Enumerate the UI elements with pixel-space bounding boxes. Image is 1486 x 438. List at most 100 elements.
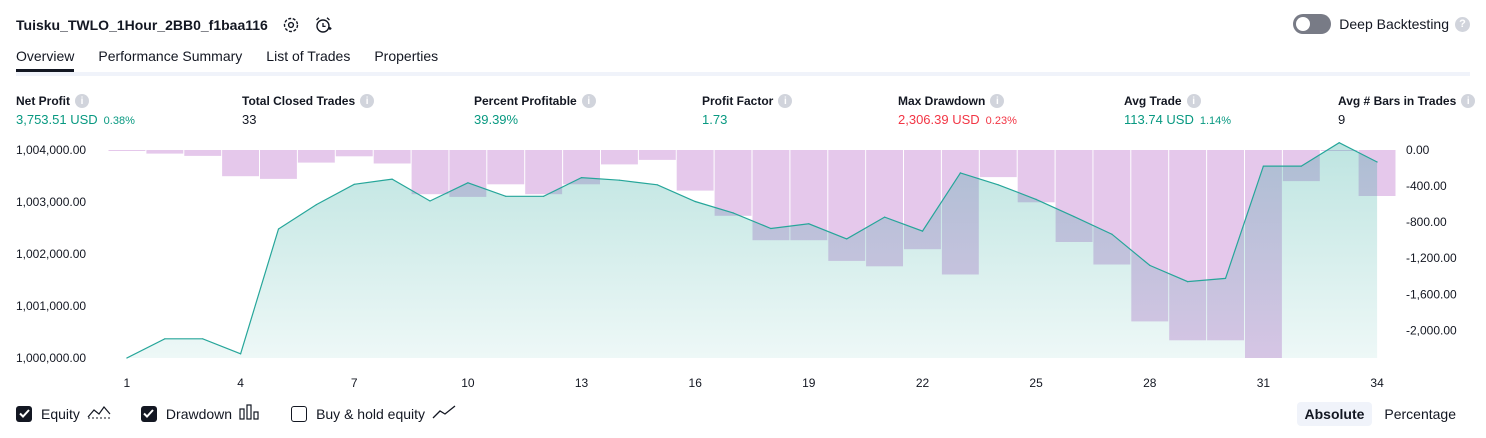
deep-backtesting-toggle[interactable] <box>1293 14 1332 34</box>
equity-point <box>277 228 280 230</box>
equity-checkbox[interactable] <box>16 405 32 422</box>
metric-total-closed-trades: Total Closed Trades i 33 <box>242 94 375 127</box>
drawdown-bar <box>373 150 411 164</box>
equity-drawdown-chart[interactable]: 1,000,000.00 1,001,000.00 1,002,000.00 1,00… <box>0 140 1486 395</box>
equity-point <box>202 338 204 340</box>
alarm-clock-add-icon[interactable] <box>314 16 332 34</box>
drawdown-bar <box>638 150 676 160</box>
tab-overview[interactable]: Overview <box>16 48 75 72</box>
drawdown-bar <box>676 150 714 191</box>
info-icon[interactable]: i <box>990 94 1005 108</box>
drawdown-bar <box>335 150 373 157</box>
legend-drawdown-label: Drawdown <box>165 405 233 422</box>
equity-point <box>732 212 734 214</box>
equity-point <box>1300 165 1302 167</box>
equity-point <box>164 338 166 340</box>
left-axis-tick-label: 1,003,000.00 <box>16 195 86 209</box>
buy-hold-checkbox[interactable] <box>291 405 308 422</box>
tab-performance-summary[interactable]: Performance Summary <box>98 48 243 64</box>
metric-value: 1.73 <box>702 112 728 127</box>
metric-avg-bars-in-trades: Avg # Bars in Trades i 9 <box>1338 94 1476 127</box>
equity-point <box>1111 233 1113 235</box>
x-axis-tick-label: 19 <box>802 376 816 390</box>
deep-backtesting-control: Deep Backtesting ? <box>1293 14 1470 34</box>
metric-label: Net Profit <box>16 94 70 108</box>
equity-point <box>1035 198 1037 200</box>
drawdown-bar <box>714 150 752 216</box>
info-icon[interactable]: i <box>360 94 375 108</box>
equity-line <box>126 142 1378 359</box>
x-axis-tick-label: 22 <box>916 376 930 390</box>
equity-point <box>656 184 658 186</box>
percentage-button[interactable]: Percentage <box>1384 406 1456 422</box>
drawdown-checkbox[interactable] <box>140 405 157 422</box>
x-axis-tick-label: 10 <box>461 376 475 390</box>
equity-point <box>1338 142 1340 144</box>
metric-value: 39.39% <box>474 112 519 127</box>
metric-value: 2,306.39 USD <box>898 112 980 127</box>
legend-buy-hold[interactable]: Buy & hold equity <box>291 404 456 423</box>
drawdown-bar <box>487 150 525 185</box>
metric-net-profit: Net Profit i 3,753.51 USD 0.38% <box>16 94 135 127</box>
metric-label: Avg # Bars in Trades <box>1338 94 1457 108</box>
tab-divider <box>16 72 1470 76</box>
tab-properties[interactable]: Properties <box>374 48 439 64</box>
drawdown-bar <box>1017 150 1055 203</box>
right-axis-tick-label: -1,200.00 <box>1406 251 1457 265</box>
equity-point <box>884 216 886 218</box>
right-axis-tick-label: -1,600.00 <box>1406 287 1457 301</box>
drawdown-bar <box>222 150 259 177</box>
drawdown-bar <box>979 150 1017 178</box>
equity-point <box>1073 216 1075 218</box>
legend-equity-label: Equity <box>41 405 80 422</box>
strategy-title: Tuisku_TWLO_1Hour_2BB0_f1baa116 <box>16 17 268 33</box>
equity-point <box>921 230 924 232</box>
tab-bar: Overview Performance Summary List of Tra… <box>16 48 462 72</box>
info-icon[interactable]: i <box>1186 94 1201 108</box>
tab-list-of-trades[interactable]: List of Trades <box>266 48 351 64</box>
metric-label: Percent Profitable <box>474 94 577 108</box>
left-axis-tick-label: 1,001,000.00 <box>16 299 86 313</box>
drawdown-bar <box>411 150 449 195</box>
x-axis-tick-label: 16 <box>689 376 703 390</box>
x-axis-tick-label: 34 <box>1370 376 1384 390</box>
settings-gear-icon[interactable] <box>282 16 300 34</box>
info-icon[interactable]: i <box>581 94 596 108</box>
metric-label: Total Closed Trades <box>242 94 356 108</box>
left-axis-tick-label: 1,004,000.00 <box>16 143 86 157</box>
help-question-icon[interactable]: ? <box>1455 16 1470 32</box>
x-axis-tick-label: 4 <box>237 376 244 390</box>
drawdown-bar <box>108 150 146 151</box>
metric-percent-profitable: Percent Profitable i 39.39% <box>474 94 596 127</box>
x-axis-tick-label: 31 <box>1257 376 1271 390</box>
drawdown-bar <box>146 150 184 154</box>
left-axis-tick-label: 1,002,000.00 <box>16 247 86 261</box>
x-axis-tick-label: 13 <box>575 376 589 390</box>
metric-value: 9 <box>1338 112 1346 127</box>
equity-point <box>429 200 431 202</box>
drawdown-bars-icon <box>239 404 261 423</box>
equity-point <box>846 238 848 240</box>
legend-drawdown[interactable]: Drawdown <box>140 404 261 423</box>
equity-point <box>1187 281 1189 283</box>
metric-profit-factor: Profit Factor i 1.73 <box>702 94 793 127</box>
info-icon[interactable]: i <box>778 94 793 108</box>
equity-point <box>315 204 317 206</box>
drawdown-bar <box>184 150 222 156</box>
equity-point <box>808 223 810 225</box>
metric-label: Avg Trade <box>1124 94 1182 108</box>
absolute-button[interactable]: Absolute <box>1296 402 1373 426</box>
equity-point <box>543 195 545 197</box>
left-axis-tick-label: 1,000,000.00 <box>16 351 86 365</box>
equity-point <box>391 178 393 180</box>
equity-point <box>1376 161 1378 163</box>
metric-percent: 0.23% <box>985 115 1017 127</box>
metric-avg-trade: Avg Trade i 113.74 USD 1.14% <box>1124 94 1231 127</box>
info-icon[interactable]: i <box>75 94 89 108</box>
equity-line-icon <box>87 404 111 423</box>
info-icon[interactable]: i <box>1461 94 1476 108</box>
legend-equity[interactable]: Equity <box>16 404 111 423</box>
x-axis-tick-label: 1 <box>124 376 131 390</box>
equity-point <box>694 200 696 203</box>
deep-backtesting-label: Deep Backtesting <box>1339 16 1449 32</box>
